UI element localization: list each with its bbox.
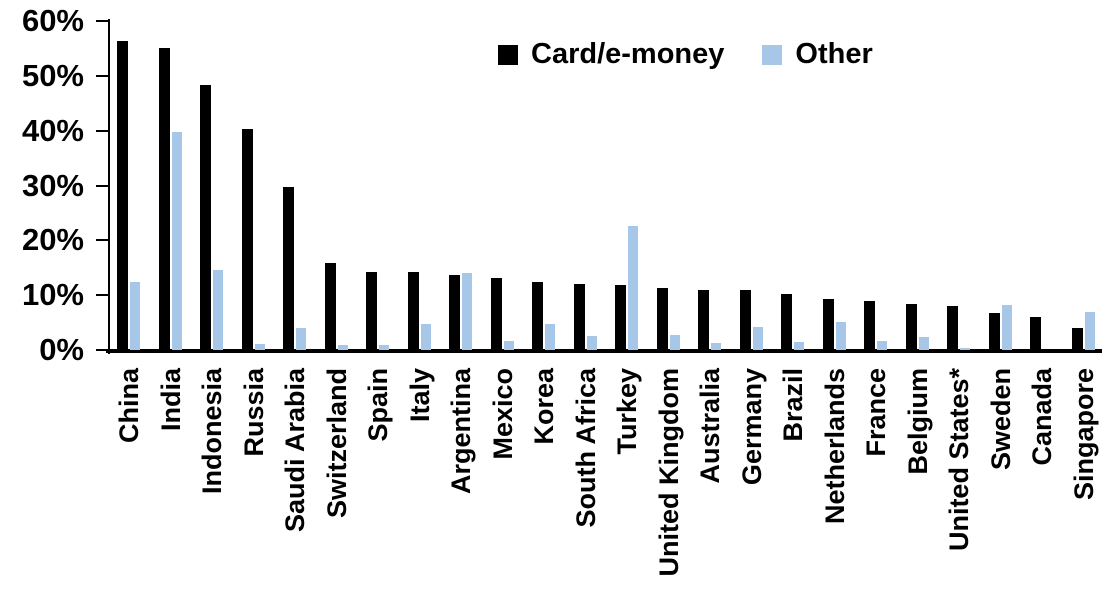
x-axis-label: Sweden	[985, 368, 1016, 471]
y-tick-label: 40%	[21, 112, 84, 148]
x-axis-label: Canada	[1027, 368, 1057, 466]
legend-swatch-card-icon	[498, 44, 518, 65]
bar-other	[213, 269, 223, 350]
bar-other	[586, 335, 597, 350]
y-tick-mark	[96, 129, 110, 132]
y-tick-mark	[96, 349, 110, 351]
bar-card	[573, 284, 585, 350]
bar-card	[947, 305, 958, 350]
legend-item-other: Other	[762, 38, 873, 70]
bar-other	[379, 344, 389, 350]
bar-card	[366, 271, 377, 350]
x-axis-label: Italy	[404, 368, 435, 423]
x-axis-label: Netherlands	[819, 368, 850, 525]
x-axis-label: Spain	[363, 368, 393, 442]
y-tick-label: 60%	[21, 3, 84, 38]
bar-other	[918, 337, 929, 350]
bar-other	[545, 324, 555, 350]
bar-card	[1030, 316, 1041, 350]
x-axis-label: Russia	[238, 368, 269, 457]
bar-other	[877, 340, 887, 350]
bar-other	[794, 341, 804, 350]
x-axis-label: Saudi Arabia	[280, 368, 310, 533]
y-tick-mark	[96, 239, 110, 242]
bar-card	[532, 282, 543, 350]
y-tick-mark	[96, 74, 110, 77]
bar-card	[158, 48, 170, 350]
x-axis-label: Australia	[695, 368, 725, 484]
bar-other	[960, 347, 970, 350]
legend-item-card: Card/e-money	[498, 40, 724, 69]
x-axis-label: Singapore	[1068, 368, 1099, 501]
bar-card	[490, 278, 502, 350]
bar-other	[337, 345, 348, 350]
bar-other	[171, 131, 182, 350]
bar-other	[1001, 304, 1012, 350]
x-axis-label: Argentina	[446, 368, 476, 495]
y-tick-label: 0%	[39, 332, 84, 367]
x-axis-label: Belgium	[902, 368, 933, 475]
y-axis-line	[108, 19, 110, 354]
bar-other	[503, 341, 514, 350]
bar-other	[296, 328, 306, 350]
bar-card	[1071, 328, 1083, 350]
bar-card	[822, 298, 834, 350]
x-axis-label: Mexico	[487, 368, 518, 460]
x-axis-label: France	[861, 368, 891, 457]
x-axis-label: United States*	[944, 368, 974, 552]
bar-other	[669, 335, 680, 350]
bar-card	[324, 263, 336, 350]
y-tick-label: 50%	[21, 57, 84, 93]
legend-label-card: Card/e-money	[531, 38, 725, 70]
bar-card	[283, 186, 294, 350]
bar-card	[781, 293, 792, 350]
x-axis-label: Indonesia	[197, 368, 227, 495]
bar-card	[988, 313, 1000, 350]
bar-card	[241, 128, 253, 350]
bar-other	[711, 343, 721, 350]
chart-legend: Card/e-money Other	[498, 40, 873, 69]
x-axis-label: Korea	[529, 368, 559, 445]
bar-other	[130, 281, 140, 350]
x-axis-label: Germany	[736, 368, 767, 486]
y-tick-mark	[96, 294, 110, 297]
bar-card	[739, 290, 751, 350]
bar-card	[449, 275, 460, 350]
bar-card	[864, 301, 875, 350]
x-axis-label: India	[155, 368, 186, 432]
bar-other	[254, 344, 265, 350]
y-tick-mark	[96, 20, 110, 22]
bar-card	[200, 85, 211, 350]
x-axis-label: China	[114, 368, 144, 444]
bar-other	[462, 272, 472, 350]
bar-other	[835, 322, 846, 350]
bar-other	[628, 226, 638, 350]
x-axis-label: South Africa	[570, 368, 601, 528]
x-axis-label: United Kingdom	[653, 368, 684, 577]
x-axis-label: Turkey	[612, 368, 642, 455]
bar-card	[615, 284, 626, 350]
y-tick-label: 20%	[21, 222, 84, 258]
y-tick-label: 30%	[21, 167, 84, 203]
bar-card	[698, 289, 709, 350]
y-tick-mark	[96, 184, 110, 187]
bar-card	[656, 288, 668, 350]
x-axis-label: Switzerland	[321, 368, 352, 519]
legend-swatch-other-icon	[762, 44, 783, 65]
bar-card	[407, 272, 419, 350]
bar-card	[117, 41, 128, 350]
bar-other	[420, 323, 431, 350]
bar-other	[752, 327, 763, 350]
bar-card	[905, 303, 917, 350]
legend-label-other: Other	[795, 38, 873, 70]
x-axis-baseline	[106, 349, 1102, 353]
bar-other	[1084, 312, 1095, 350]
y-tick-label: 10%	[21, 277, 84, 313]
x-axis-label: Brazil	[778, 368, 808, 442]
